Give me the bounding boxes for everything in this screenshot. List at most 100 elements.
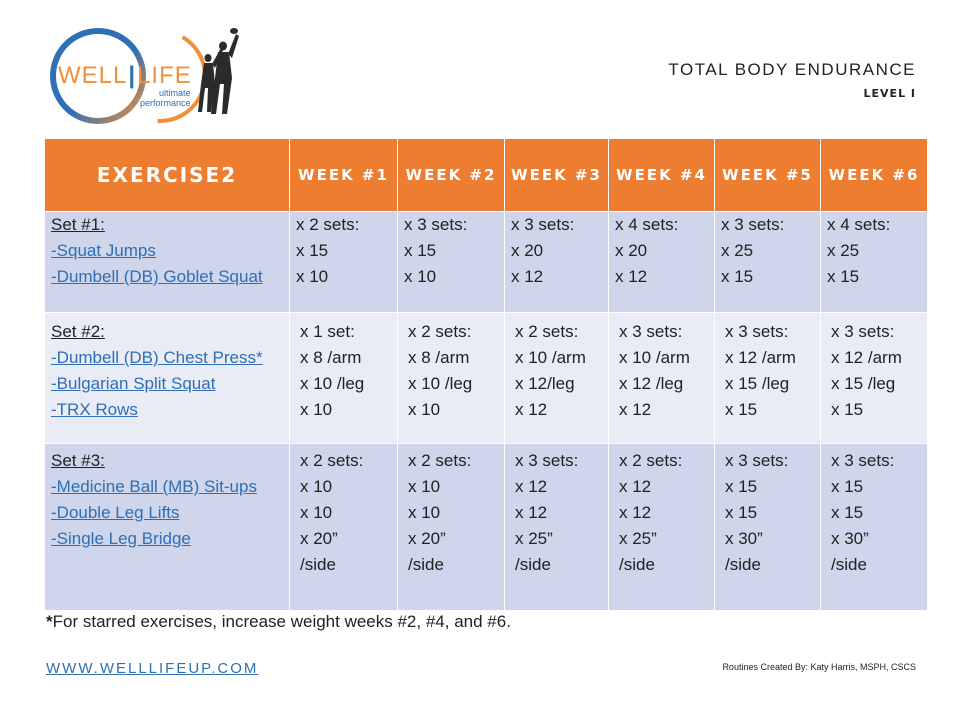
cell-line: x 20” (300, 529, 338, 548)
week-5-header: WEEK #5 (714, 138, 821, 212)
level-label: LEVEL I (863, 87, 916, 100)
set-1-week-4: x 4 sets: x 20 x 12 (608, 211, 715, 313)
cell-line: x 4 sets: (827, 215, 891, 234)
cell-line: x 8 /arm (300, 348, 362, 367)
week-2-header: WEEK #2 (397, 138, 505, 212)
exercise-link-db-chest-press[interactable]: -Dumbell (DB) Chest Press* (51, 348, 263, 367)
footnote-text: For starred exercises, increase weight w… (52, 612, 511, 631)
exercise-link-mb-situps[interactable]: -Medicine Ball (MB) Sit-ups (51, 477, 257, 496)
set-2-week-4: x 3 sets: x 10 /arm x 12 /leg x 12 (608, 312, 715, 444)
website-link[interactable]: WWW.WELLLIFEUP.COM (46, 660, 259, 677)
week-3-header: WEEK #3 (504, 138, 609, 212)
cell-line: /side (725, 555, 761, 574)
cell-line: x 10 /arm (619, 348, 690, 367)
table-row-set-3: Set #3: -Medicine Ball (MB) Sit-ups -Dou… (44, 443, 928, 611)
cell-line: x 15 (296, 241, 329, 260)
cell-line: x 15 /leg (725, 374, 790, 393)
cell-line: x 8 /arm (408, 348, 470, 367)
cell-line: x 3 sets: (515, 451, 579, 470)
set-3-week-2: x 2 sets: x 10 x 10 x 20” /side (397, 443, 505, 611)
cell-line: x 2 sets: (296, 215, 360, 234)
cell-line: x 12 (619, 477, 652, 496)
cell-line: x 3 sets: (404, 215, 468, 234)
cell-line: x 12 (511, 267, 544, 286)
cell-line: x 10 (404, 267, 437, 286)
cell-line: x 30” (725, 529, 763, 548)
cell-line: x 15 (721, 267, 754, 286)
cell-line: x 12 /arm (831, 348, 902, 367)
cell-line: x 3 sets: (831, 451, 895, 470)
cell-line: x 10 /leg (408, 374, 473, 393)
cell-line: x 3 sets: (725, 322, 789, 341)
cell-line: x 10 (408, 477, 441, 496)
set-3-exercises: Set #3: -Medicine Ball (MB) Sit-ups -Dou… (44, 443, 290, 611)
exercise-link-bulgarian-split-squat[interactable]: -Bulgarian Split Squat (51, 374, 216, 393)
workout-table: EXERCISE2 WEEK #1 WEEK #2 WEEK #3 WEEK #… (44, 138, 928, 611)
cell-line: /side (619, 555, 655, 574)
cell-line: x 1 set: (300, 322, 355, 341)
cell-line: x 15 (404, 241, 437, 260)
welllife-logo: WELL|LIFE ultimate performance (46, 26, 246, 126)
logo-subtitle: ultimate performance (140, 88, 191, 108)
cell-line: x 25 (721, 241, 754, 260)
routine-credit: Routines Created By: Katy Harris, MSPH, … (722, 662, 916, 672)
cell-line: x 15 (725, 503, 758, 522)
set-1-week-6: x 4 sets: x 25 x 15 (820, 211, 928, 313)
logo-word-life: LIFE (137, 62, 192, 89)
set-2-week-5: x 3 sets: x 12 /arm x 15 /leg x 15 (714, 312, 821, 444)
set-2-week-6: x 3 sets: x 12 /arm x 15 /leg x 15 (820, 312, 928, 444)
cell-line: x 15 (831, 477, 864, 496)
exercise-column-header: EXERCISE2 (44, 138, 290, 212)
cell-line: x 25” (619, 529, 657, 548)
cell-line: x 2 sets: (408, 451, 472, 470)
set-3-week-6: x 3 sets: x 15 x 15 x 30” /side (820, 443, 928, 611)
cell-line: x 10 (300, 477, 333, 496)
cell-line: x 20 (511, 241, 544, 260)
exercise-link-squat-jumps[interactable]: -Squat Jumps (51, 241, 156, 260)
set-2-week-1: x 1 set: x 8 /arm x 10 /leg x 10 (289, 312, 398, 444)
logo-separator: | (128, 62, 137, 89)
cell-line: x 10 (408, 400, 441, 419)
set-2-exercises: Set #2: -Dumbell (DB) Chest Press* -Bulg… (44, 312, 290, 444)
table-row-set-1: Set #1: -Squat Jumps -Dumbell (DB) Goble… (44, 211, 928, 313)
footnote-star: * (46, 612, 53, 631)
set-1-week-5: x 3 sets: x 25 x 15 (714, 211, 821, 313)
logo-subtitle-line2: performance (140, 98, 191, 108)
cell-line: x 10 (296, 267, 329, 286)
set-1-label: Set #1: (51, 215, 105, 234)
set-3-week-1: x 2 sets: x 10 x 10 x 20” /side (289, 443, 398, 611)
exercise-link-trx-rows[interactable]: -TRX Rows (51, 400, 138, 419)
cell-line: x 2 sets: (408, 322, 472, 341)
set-3-week-3: x 3 sets: x 12 x 12 x 25” /side (504, 443, 609, 611)
cell-line: x 3 sets: (725, 451, 789, 470)
cell-line: x 3 sets: (619, 322, 683, 341)
cell-line: x 12 (515, 477, 548, 496)
cell-line: x 20 (615, 241, 648, 260)
exercise-link-db-goblet-squat[interactable]: -Dumbell (DB) Goblet Squat (51, 267, 263, 286)
exercise-link-single-leg-bridge[interactable]: -Single Leg Bridge (51, 529, 191, 548)
cell-line: x 12 /leg (619, 374, 684, 393)
set-2-label: Set #2: (51, 322, 105, 341)
cell-line: x 10 (300, 400, 333, 419)
cell-line: x 2 sets: (515, 322, 579, 341)
cell-line: x 15 (725, 400, 758, 419)
cell-line: /side (300, 555, 336, 574)
cell-line: x 10 (408, 503, 441, 522)
table-header-row: EXERCISE2 WEEK #1 WEEK #2 WEEK #3 WEEK #… (44, 138, 928, 212)
exercise-link-double-leg-lifts[interactable]: -Double Leg Lifts (51, 503, 180, 522)
week-1-header: WEEK #1 (289, 138, 398, 212)
set-1-week-1: x 2 sets: x 15 x 10 (289, 211, 398, 313)
cell-line: /side (408, 555, 444, 574)
logo-wordmark: WELL|LIFE (58, 62, 192, 90)
set-3-label: Set #3: (51, 451, 105, 470)
footnote: *For starred exercises, increase weight … (46, 612, 511, 632)
cell-line: /side (831, 555, 867, 574)
cell-line: x 12/leg (515, 374, 575, 393)
cell-line: x 15 /leg (831, 374, 896, 393)
cell-line: x 10 (300, 503, 333, 522)
cell-line: x 3 sets: (721, 215, 785, 234)
cell-line: x 2 sets: (300, 451, 364, 470)
cell-line: x 4 sets: (615, 215, 679, 234)
players-silhouette-icon (198, 28, 239, 114)
cell-line: x 20” (408, 529, 446, 548)
